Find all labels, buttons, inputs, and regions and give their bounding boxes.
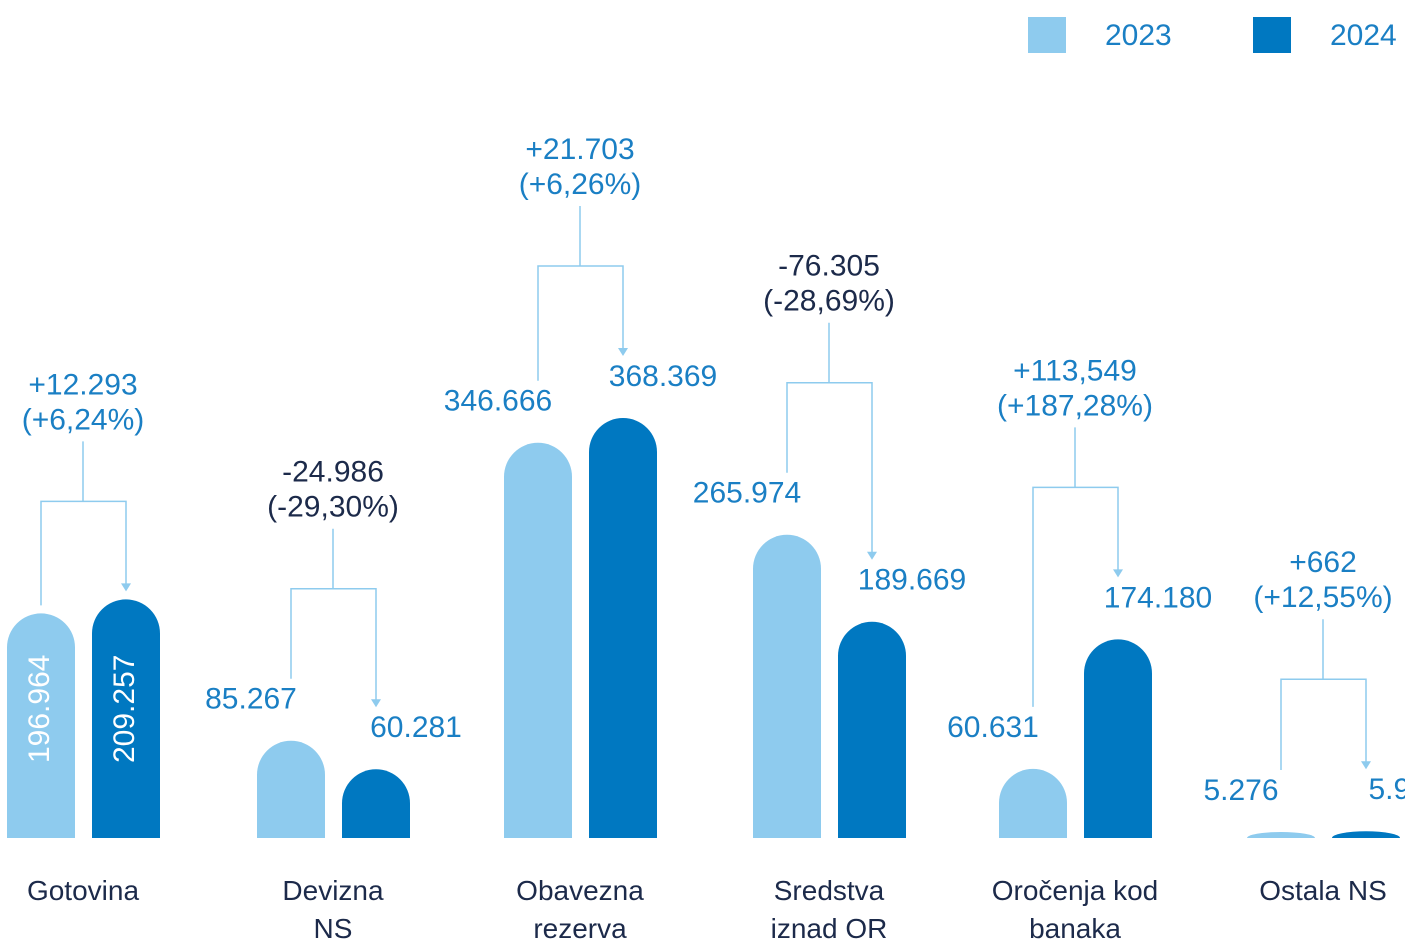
connector [1280, 619, 1367, 770]
bar [504, 442, 572, 838]
legend-swatch [1028, 17, 1066, 53]
arrow-head [371, 699, 381, 708]
value-label: 346.666 [444, 385, 552, 418]
bar [1247, 831, 1315, 838]
value-label: 5.276 [1203, 774, 1278, 807]
legend-swatch [1253, 17, 1291, 53]
change-label: +662 [1289, 546, 1357, 579]
connector [786, 322, 873, 554]
bar [999, 768, 1067, 838]
bar [257, 740, 325, 838]
value-label: 368.369 [609, 360, 717, 393]
bar [838, 621, 906, 838]
connector [537, 206, 624, 381]
category-label: Oročenja kod banaka [991, 875, 1159, 943]
change-label: -76.305 [778, 250, 880, 283]
change-pct-label: (+12,55%) [1253, 581, 1392, 614]
bar [1084, 639, 1152, 838]
value-label: 60.281 [370, 711, 462, 744]
value-label: 5.938 [1368, 773, 1405, 806]
bar [1332, 831, 1400, 838]
connector [40, 441, 127, 606]
category-label: Ostala NS [1259, 875, 1387, 906]
arrow-head [618, 348, 628, 356]
category-label: Devizna NS [282, 875, 384, 943]
change-pct-label: (-29,30%) [267, 491, 399, 524]
connector [1032, 427, 1119, 707]
change-pct-label: (+6,26%) [519, 168, 642, 201]
category-label: Gotovina [26, 875, 140, 906]
arrow-head [1113, 569, 1123, 578]
change-label: +113,549 [1013, 354, 1137, 387]
arrow-head [867, 551, 877, 560]
arrow-head [121, 583, 131, 592]
bar [753, 534, 821, 838]
value-label: 174.180 [1104, 581, 1212, 614]
bar [7, 613, 75, 838]
change-pct-label: (-28,69%) [763, 285, 895, 318]
change-pct-label: (+6,24%) [22, 403, 145, 436]
change-pct-label: (+187,28%) [997, 389, 1153, 422]
legend-label: 2023 [1105, 19, 1172, 52]
bar [342, 769, 410, 838]
value-label: 196.964 [23, 655, 56, 763]
legend-label: 2024 [1330, 19, 1397, 52]
change-label: -24.986 [282, 456, 384, 489]
value-label: 209.257 [108, 655, 141, 763]
arrow-head [1361, 761, 1371, 770]
change-label: +21.703 [525, 133, 634, 166]
value-label: 189.669 [858, 564, 966, 597]
value-label: 60.631 [947, 711, 1039, 744]
connector [290, 528, 377, 702]
value-label: 85.267 [205, 683, 297, 716]
bar [589, 418, 657, 838]
category-label: Sredstva iznad OR [770, 875, 888, 943]
value-label: 265.974 [693, 477, 801, 510]
category-label: Obavezna rezerva [516, 875, 644, 943]
bar [92, 599, 160, 838]
change-label: +12.293 [28, 368, 137, 401]
